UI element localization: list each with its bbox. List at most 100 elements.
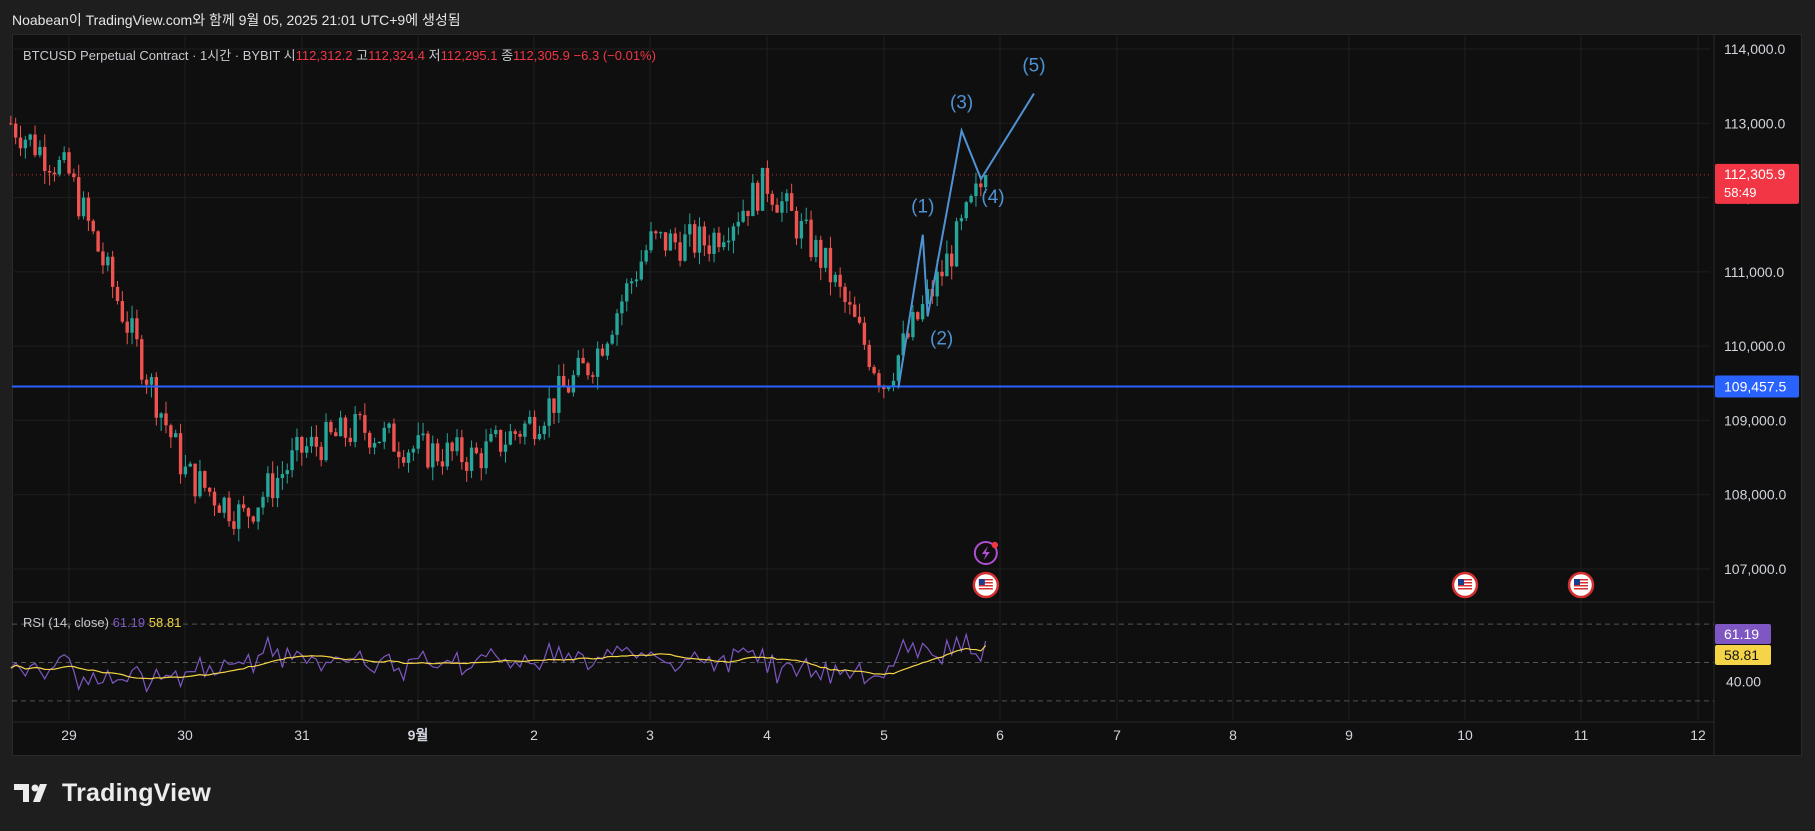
candle [828,236,833,296]
candle-body [474,447,479,454]
candle-body [237,504,241,529]
candle-body [149,377,154,385]
candle [940,260,944,286]
candle [18,125,23,157]
elliott-wave-line [897,93,1035,388]
candle [164,401,168,434]
candle-body [9,123,13,125]
candle [135,309,139,347]
candle [644,244,648,265]
candle-body [489,434,493,442]
chart-canvas[interactable]: (1)(2)(3)(4)(5) 114,000.0113,000.0112,00… [0,0,1815,760]
candle-body [954,221,959,267]
candle [91,219,95,235]
time-tick-label: 8 [1229,727,1237,743]
candle [387,422,391,434]
candle [552,398,556,425]
candle-body [760,167,765,211]
candle-body [974,183,978,197]
time-tick-label: 12 [1690,727,1706,743]
candle-body [246,508,251,517]
candle [154,372,158,426]
change-value: −6.3 (−0.01%) [573,48,656,63]
candle-body [726,240,731,243]
candle [460,429,464,470]
candle [353,406,357,448]
candle [33,125,37,158]
candle-body [431,443,435,468]
time-tick-label: 5 [880,727,888,743]
axes: 114,000.0113,000.0112,000.0111,000.0110,… [61,41,1799,743]
flag-stripe [1458,582,1472,584]
candle [450,440,454,461]
candle-body [38,146,42,156]
candle-body [207,487,212,492]
time-tick-label: 9월 [408,727,429,743]
candle [494,425,498,438]
candle [377,441,382,444]
flag-stripe [1574,585,1588,587]
candle [47,165,52,186]
candle [746,210,750,227]
candle [324,413,328,463]
candle-body [96,231,100,252]
candle [246,507,251,529]
candle-body [77,177,81,217]
candle-body [945,253,949,277]
candle [576,349,580,378]
time-tick-label: 10 [1457,727,1473,743]
candle [358,411,362,420]
low-value: 112,295.1 [440,48,498,63]
chart-frame[interactable] [12,34,1802,756]
price-tick-label: 108,000.0 [1724,487,1786,503]
candle [232,511,236,535]
candle-body [566,387,571,393]
candle [319,441,323,467]
rsi-line [10,632,987,693]
candle-body [72,173,76,178]
wave-label: (3) [950,93,973,114]
candle-body [872,367,876,374]
candle-body [920,304,925,320]
candle [707,234,711,262]
price-tick-label: 107,000.0 [1724,561,1786,577]
candle-body [183,466,188,475]
candle-body [397,451,401,458]
candle-body [717,232,721,248]
candle [954,217,959,268]
brand-name: TradingView [62,778,212,807]
candle [198,459,202,499]
time-tick-label: 7 [1113,727,1121,743]
candle [857,303,862,325]
candle [562,363,566,388]
ohlc-legend: BTCUSD Perpetual Contract · 1시간 · BYBIT … [23,45,656,64]
candle-body [644,250,648,262]
tradingview-logo[interactable]: TradingView [14,778,211,808]
candle-body [295,436,299,451]
candle [188,461,192,468]
candle-body [600,348,605,356]
candle-body [212,491,217,506]
candle-body [164,413,168,426]
candle-body [314,436,319,447]
candle [484,429,488,475]
candle-body [654,231,658,234]
open-value: 112,312.2 [295,48,353,63]
wave-label: (5) [1022,56,1045,77]
candle [838,267,842,298]
candle [193,463,197,504]
candle [178,423,183,484]
flag-stripe [978,588,993,590]
snapshot-header: Noabean이 TradingView.com와 함께 9월 05, 2025… [0,0,1815,38]
time-tick-label: 31 [294,727,310,743]
candle-body [159,413,163,418]
candle [13,117,18,145]
candle-body [508,431,513,445]
candle-body [401,457,406,463]
candle [256,507,260,530]
candle [130,305,134,345]
candle [144,374,149,394]
candle-body [232,521,236,529]
candle-body [906,333,910,338]
candle [794,206,799,246]
